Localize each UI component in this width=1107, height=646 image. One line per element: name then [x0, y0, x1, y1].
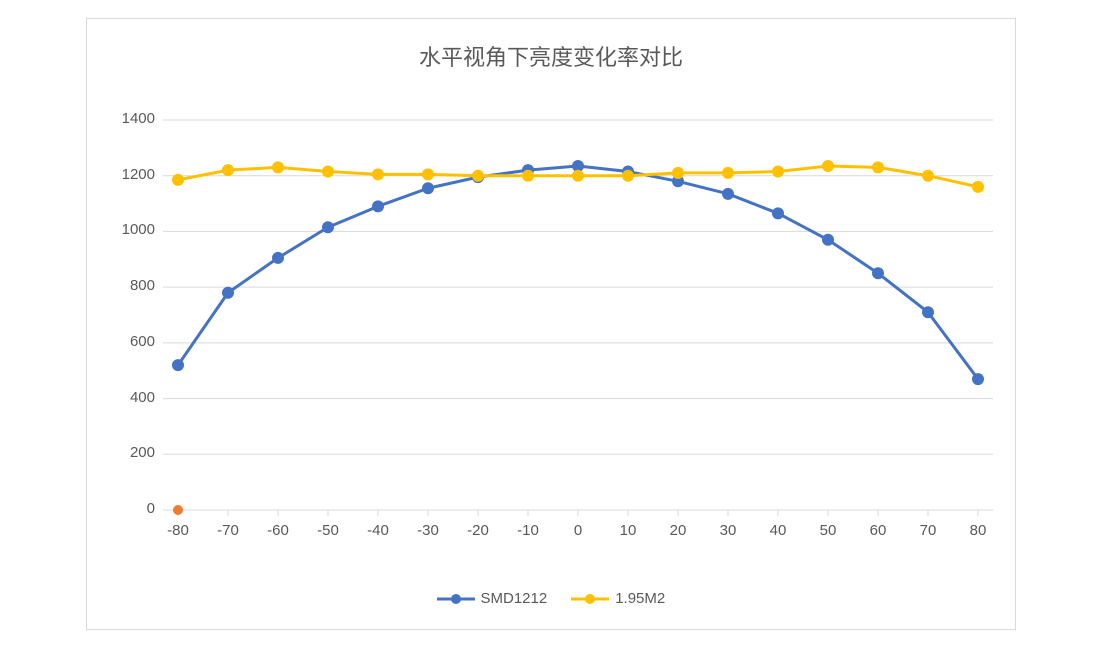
y-tick-label: 400 [130, 389, 155, 406]
y-tick-label: 1000 [122, 221, 155, 238]
x-tick-label: 20 [658, 522, 698, 539]
series-marker [322, 166, 334, 178]
x-tick-label: -70 [208, 522, 248, 539]
x-tick-label: 60 [858, 522, 898, 539]
x-tick-label: -20 [458, 522, 498, 539]
y-tick-label: 1400 [122, 110, 155, 127]
chart-container: 水平视角下亮度变化率对比 0200400600800100012001400 -… [0, 0, 1107, 646]
legend-item: SMD1212 [437, 590, 548, 607]
series-marker [172, 359, 184, 371]
series-marker [772, 166, 784, 178]
y-tick-label: 200 [130, 444, 155, 461]
legend-swatch [437, 593, 475, 605]
extra-marker [173, 505, 183, 515]
series-marker [372, 168, 384, 180]
x-tick-label: 10 [608, 522, 648, 539]
series-marker [272, 161, 284, 173]
series-marker [772, 207, 784, 219]
y-tick-label: 1200 [122, 166, 155, 183]
series-marker [572, 170, 584, 182]
x-tick-label: -30 [408, 522, 448, 539]
series-marker [972, 373, 984, 385]
series-marker [872, 161, 884, 173]
series-marker [422, 182, 434, 194]
series-marker [722, 188, 734, 200]
x-tick-label: 80 [958, 522, 998, 539]
series-marker [922, 170, 934, 182]
x-tick-label: -50 [308, 522, 348, 539]
series-marker [622, 170, 634, 182]
series-marker [822, 234, 834, 246]
series-marker [972, 181, 984, 193]
series-marker [322, 221, 334, 233]
x-tick-label: 50 [808, 522, 848, 539]
chart-legend: SMD1212 1.95M2 [437, 590, 666, 607]
series-marker [372, 200, 384, 212]
y-tick-label: 0 [147, 500, 155, 517]
x-tick-label: 40 [758, 522, 798, 539]
series-marker [922, 306, 934, 318]
legend-label: SMD1212 [481, 590, 548, 607]
series-marker [222, 164, 234, 176]
x-tick-label: 0 [558, 522, 598, 539]
x-tick-label: -80 [158, 522, 198, 539]
series-marker [522, 170, 534, 182]
series-marker [222, 287, 234, 299]
series-marker [472, 170, 484, 182]
series-marker [822, 160, 834, 172]
series-line-0 [178, 166, 978, 379]
x-tick-label: -10 [508, 522, 548, 539]
legend-item: 1.95M2 [571, 590, 665, 607]
x-tick-label: 70 [908, 522, 948, 539]
legend-swatch [571, 593, 609, 605]
chart-plot [0, 0, 1107, 646]
x-tick-label: 30 [708, 522, 748, 539]
legend-label: 1.95M2 [615, 590, 665, 607]
series-marker [272, 252, 284, 264]
series-marker [722, 167, 734, 179]
series-marker [422, 168, 434, 180]
series-marker [172, 174, 184, 186]
series-marker [672, 167, 684, 179]
x-tick-label: -40 [358, 522, 398, 539]
series-marker [872, 267, 884, 279]
x-tick-label: -60 [258, 522, 298, 539]
y-tick-label: 800 [130, 277, 155, 294]
y-tick-label: 600 [130, 333, 155, 350]
